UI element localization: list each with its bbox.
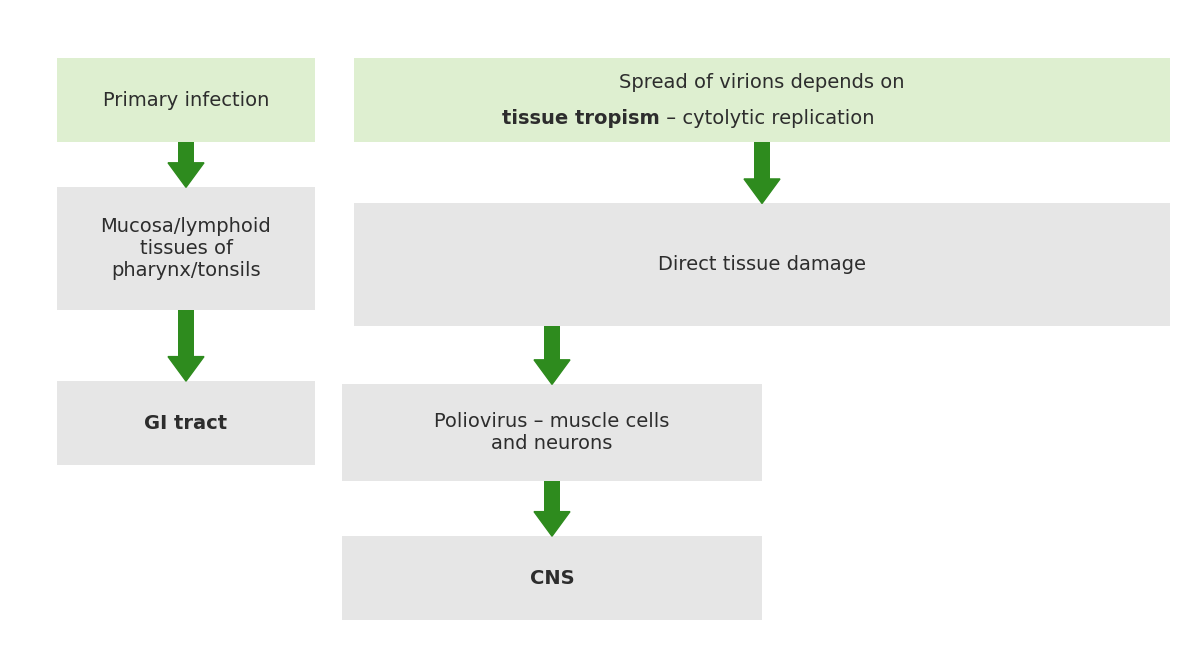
FancyBboxPatch shape (58, 187, 314, 310)
Polygon shape (534, 360, 570, 384)
Text: Direct tissue damage: Direct tissue damage (658, 255, 866, 275)
Text: GI tract: GI tract (144, 413, 228, 433)
FancyBboxPatch shape (755, 142, 770, 179)
FancyBboxPatch shape (342, 536, 762, 620)
Text: Spread of virions depends on: Spread of virions depends on (619, 72, 905, 92)
Text: Mucosa/lymphoid
tissues of
pharynx/tonsils: Mucosa/lymphoid tissues of pharynx/tonsi… (101, 217, 271, 280)
Text: Primary infection: Primary infection (103, 90, 269, 110)
Text: CNS: CNS (529, 568, 575, 588)
FancyBboxPatch shape (354, 58, 1170, 142)
FancyBboxPatch shape (58, 58, 314, 142)
Text: tissue tropism: tissue tropism (503, 109, 660, 128)
FancyBboxPatch shape (178, 142, 194, 163)
Polygon shape (744, 179, 780, 203)
FancyBboxPatch shape (354, 203, 1170, 326)
FancyBboxPatch shape (545, 326, 560, 360)
FancyBboxPatch shape (342, 384, 762, 481)
Polygon shape (168, 163, 204, 187)
Text: Poliovirus – muscle cells
and neurons: Poliovirus – muscle cells and neurons (434, 412, 670, 453)
FancyBboxPatch shape (178, 310, 194, 357)
FancyBboxPatch shape (545, 481, 560, 512)
Text: – cytolytic replication: – cytolytic replication (660, 109, 875, 128)
FancyBboxPatch shape (58, 381, 314, 465)
Polygon shape (168, 357, 204, 381)
Polygon shape (534, 512, 570, 536)
